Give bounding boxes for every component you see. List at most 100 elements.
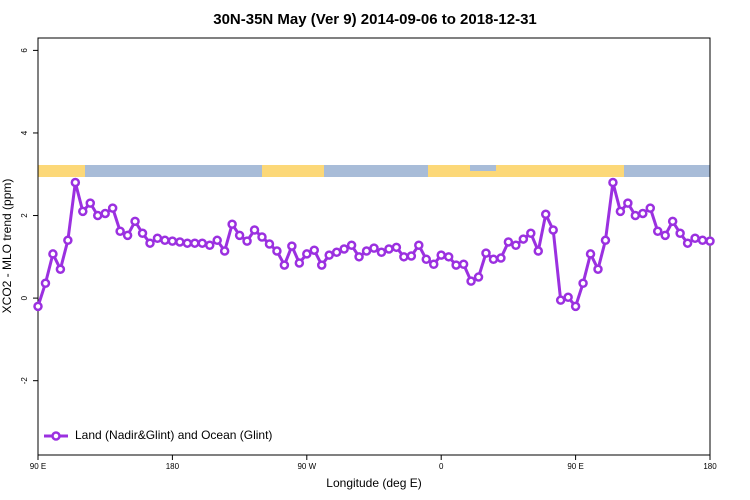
data-point — [496, 253, 506, 263]
data-point — [152, 233, 163, 243]
data-point — [638, 208, 648, 219]
data-point — [630, 210, 641, 221]
data-point — [414, 240, 424, 251]
data-point — [264, 239, 275, 249]
data-point — [294, 258, 305, 268]
data-point — [436, 250, 446, 260]
data-point — [421, 254, 432, 265]
data-point — [652, 226, 663, 236]
data-point — [287, 241, 297, 251]
data-point — [608, 177, 618, 188]
data-point — [234, 230, 245, 241]
data-point — [160, 235, 170, 246]
y-axis-label: XCO2 - MLO trend (ppm) — [0, 179, 14, 314]
y-tick-label: -2 — [20, 377, 29, 385]
data-point — [309, 245, 320, 255]
data-point — [518, 234, 529, 244]
data-point — [257, 232, 267, 242]
data-point — [682, 238, 693, 248]
x-tick-label: 90 W — [297, 462, 316, 471]
x-tick-label: 90 E — [30, 462, 46, 471]
x-tick-label: 0 — [439, 462, 444, 471]
data-point — [346, 240, 357, 251]
data-point — [428, 259, 439, 270]
data-point — [511, 240, 521, 251]
data-point — [279, 260, 290, 270]
data-point — [249, 225, 260, 235]
data-point — [331, 247, 342, 258]
data-point — [137, 228, 148, 239]
data-point — [339, 244, 349, 254]
data-point — [488, 254, 499, 265]
data-point — [690, 233, 700, 243]
data-point — [451, 260, 461, 270]
data-point — [600, 235, 611, 246]
legend-label: Land (Nadir&Glint) and Ocean (Glint) — [75, 428, 272, 442]
data-point — [399, 252, 409, 262]
legend-marker — [51, 431, 61, 441]
data-point — [130, 216, 140, 227]
y-tick-label: 0 — [20, 295, 29, 300]
x-tick-label: 180 — [166, 462, 180, 471]
land-ocean-strip — [38, 165, 710, 177]
data-point — [107, 203, 118, 213]
data-point — [48, 249, 58, 259]
x-tick-label: 90 E — [567, 462, 583, 471]
data-point — [219, 246, 230, 256]
data-point — [585, 249, 596, 259]
data-point — [33, 301, 43, 312]
data-point — [302, 249, 312, 259]
data-point — [548, 225, 558, 235]
data-point — [623, 198, 633, 208]
data-point — [384, 244, 394, 254]
data-point — [458, 259, 469, 270]
data-point — [227, 219, 237, 229]
data-point — [443, 252, 454, 262]
data-point — [705, 236, 715, 246]
data-point — [376, 247, 387, 258]
data-point — [667, 216, 678, 227]
data-point — [92, 210, 103, 221]
data-point — [145, 238, 155, 248]
x-tick-label: 180 — [703, 462, 717, 471]
chart-title: 30N-35N May (Ver 9) 2014-09-06 to 2018-1… — [213, 11, 537, 28]
data-point — [593, 264, 603, 274]
data-point — [660, 230, 670, 241]
data-point — [675, 228, 685, 239]
data-point — [204, 240, 215, 251]
data-point — [615, 206, 626, 217]
data-point — [100, 208, 110, 219]
data-point — [175, 237, 185, 247]
data-point — [190, 238, 200, 248]
data-point — [570, 301, 581, 312]
data-point — [697, 235, 708, 246]
y-tick-label: 6 — [20, 48, 29, 53]
data-point — [578, 278, 588, 288]
data-point — [167, 236, 178, 246]
data-point — [533, 246, 544, 256]
data-point — [354, 252, 364, 262]
data-point — [122, 230, 133, 241]
data-point — [473, 272, 484, 282]
plot-frame — [37, 37, 711, 456]
y-tick-label: 2 — [20, 213, 29, 218]
data-point — [85, 198, 96, 208]
data-point — [555, 295, 566, 305]
data-point — [63, 235, 73, 246]
data-point — [212, 235, 222, 246]
data-point — [40, 278, 51, 288]
data-point — [182, 238, 193, 248]
data-point — [503, 237, 514, 247]
data-point — [369, 243, 379, 253]
data-point — [115, 226, 125, 236]
data-point — [540, 209, 551, 220]
data-point — [242, 236, 252, 246]
x-axis-label: Longitude (deg E) — [326, 476, 421, 490]
data-point — [324, 250, 334, 260]
data-point — [272, 246, 282, 256]
data-point — [197, 238, 208, 248]
y-tick-label: 4 — [20, 130, 29, 135]
data-point — [55, 264, 66, 274]
data-point — [481, 248, 491, 258]
